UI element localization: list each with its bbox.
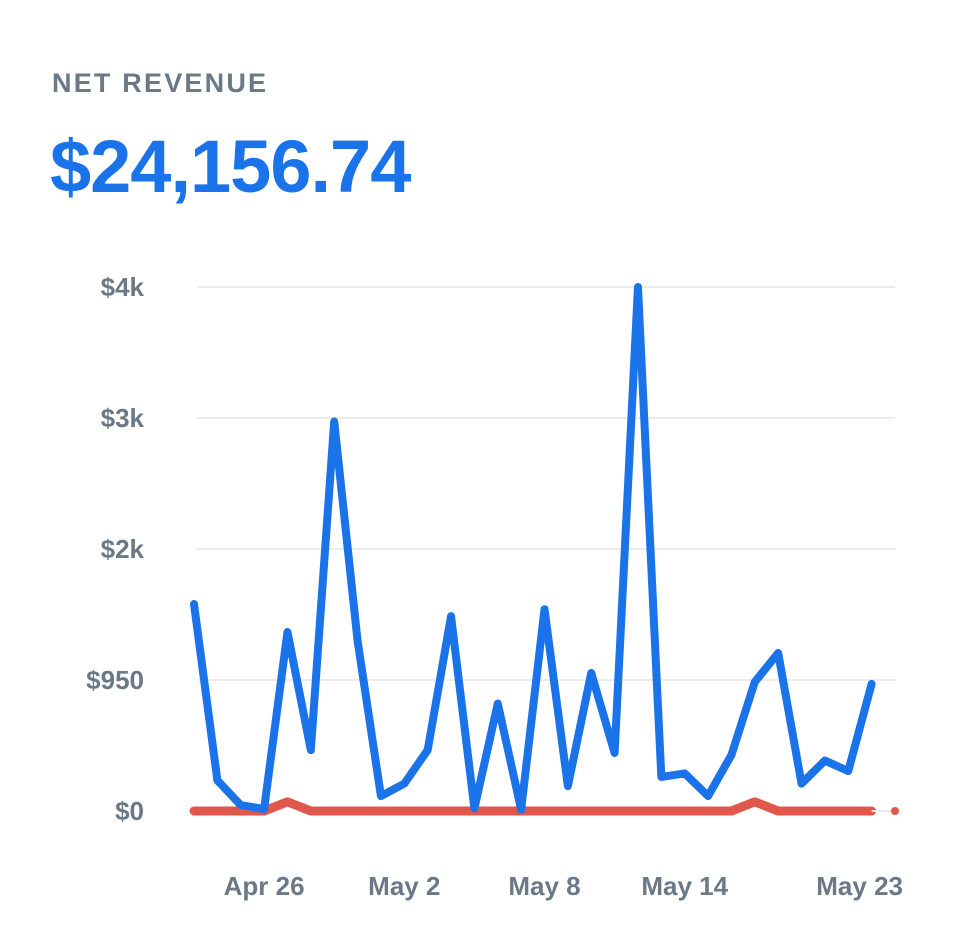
- x-tick-label: May 2: [368, 871, 440, 901]
- y-tick-label: $950: [86, 665, 144, 695]
- x-tick-label: May 8: [508, 871, 580, 901]
- refunds-last-point: [891, 807, 899, 815]
- chart-title: NET REVENUE: [52, 68, 269, 98]
- y-tick-label: $4k: [101, 272, 145, 302]
- y-tick-label: $0: [115, 796, 144, 826]
- net-revenue-total: $24,156.74: [50, 125, 411, 208]
- x-tick-label: May 14: [641, 871, 728, 901]
- refunds-line: [189, 797, 877, 816]
- y-tick-label: $3k: [101, 403, 145, 433]
- revenue-line: [190, 283, 876, 814]
- x-tick-label: May 23: [816, 871, 903, 901]
- x-tick-label: Apr 26: [224, 871, 305, 901]
- y-tick-label: $2k: [101, 534, 145, 564]
